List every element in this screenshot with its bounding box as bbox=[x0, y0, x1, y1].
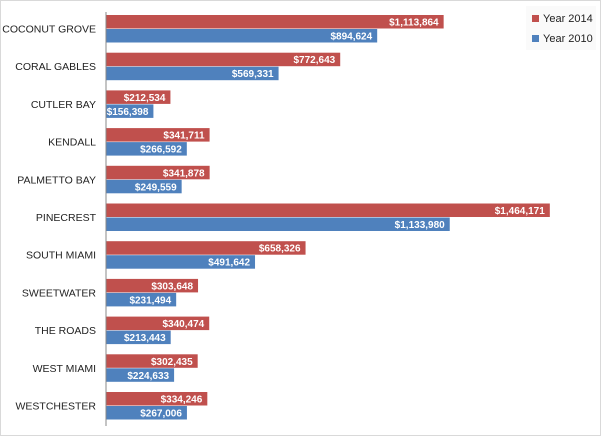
category-label: THE ROADS bbox=[35, 325, 96, 337]
category-label: WEST MIAMI bbox=[33, 363, 96, 375]
bar-2010 bbox=[106, 29, 378, 43]
legend-swatch bbox=[532, 15, 539, 22]
data-label: $340,474 bbox=[162, 319, 204, 330]
category-label: PALMETTO BAY bbox=[17, 174, 96, 186]
data-label: $658,326 bbox=[259, 244, 301, 255]
bar-2010 bbox=[106, 142, 187, 156]
bar-2014 bbox=[106, 90, 171, 104]
data-label: $341,711 bbox=[163, 131, 205, 142]
data-label: $334,246 bbox=[161, 395, 203, 406]
data-label: $231,494 bbox=[129, 295, 171, 306]
data-label: $249,559 bbox=[135, 182, 177, 193]
legend-box bbox=[526, 6, 596, 50]
bar-2010 bbox=[106, 179, 182, 194]
bar-2010 bbox=[106, 217, 450, 231]
bar-2010 bbox=[106, 255, 256, 269]
bar-2010 bbox=[106, 368, 175, 382]
data-label: $213,443 bbox=[124, 333, 166, 344]
bar-2010 bbox=[106, 292, 177, 307]
category-label: CORAL GABLES bbox=[15, 61, 96, 73]
bar-2010 bbox=[106, 406, 187, 420]
data-label: $772,643 bbox=[293, 55, 335, 66]
bar-2010 bbox=[106, 66, 279, 81]
data-label: $1,113,864 bbox=[389, 18, 439, 29]
data-label: $224,633 bbox=[127, 371, 169, 382]
bar-2014 bbox=[106, 165, 210, 180]
data-label: $266,592 bbox=[140, 145, 182, 156]
data-label: $341,878 bbox=[163, 168, 205, 179]
legend-label: Year 2010 bbox=[543, 33, 593, 45]
category-label: KENDALL bbox=[48, 137, 96, 149]
data-label: $1,133,980 bbox=[395, 220, 445, 231]
category-label: WESTCHESTER bbox=[15, 401, 96, 413]
category-label: COCONUT GROVE bbox=[2, 24, 96, 36]
bar-2010 bbox=[106, 104, 154, 118]
bar-2014 bbox=[106, 392, 208, 406]
data-label: $894,624 bbox=[330, 32, 372, 43]
data-label: $491,642 bbox=[208, 258, 250, 269]
category-label: CUTLER BAY bbox=[31, 99, 96, 111]
data-label: $156,398 bbox=[107, 107, 149, 118]
bar-2014 bbox=[106, 128, 210, 142]
bar-2014 bbox=[106, 15, 444, 29]
category-label: SWEETWATER bbox=[22, 287, 96, 299]
data-label: $303,648 bbox=[151, 281, 193, 292]
data-label: $267,006 bbox=[140, 409, 182, 420]
category-label: PINECREST bbox=[36, 212, 97, 224]
category-label: SOUTH MIAMI bbox=[26, 250, 96, 262]
data-label: $302,435 bbox=[151, 357, 193, 368]
bar-2014 bbox=[106, 203, 550, 217]
data-label: $212,534 bbox=[124, 93, 166, 104]
data-label: $569,331 bbox=[232, 69, 274, 80]
legend-swatch bbox=[532, 35, 539, 42]
bar-2014 bbox=[106, 52, 341, 67]
bar-2010 bbox=[106, 330, 171, 345]
bar-2014 bbox=[106, 241, 306, 255]
legend-label: Year 2014 bbox=[543, 13, 593, 25]
bar-2014 bbox=[106, 354, 198, 368]
data-label: $1,464,171 bbox=[495, 206, 545, 217]
bar-2014 bbox=[106, 278, 199, 293]
bar-2014 bbox=[106, 316, 210, 331]
